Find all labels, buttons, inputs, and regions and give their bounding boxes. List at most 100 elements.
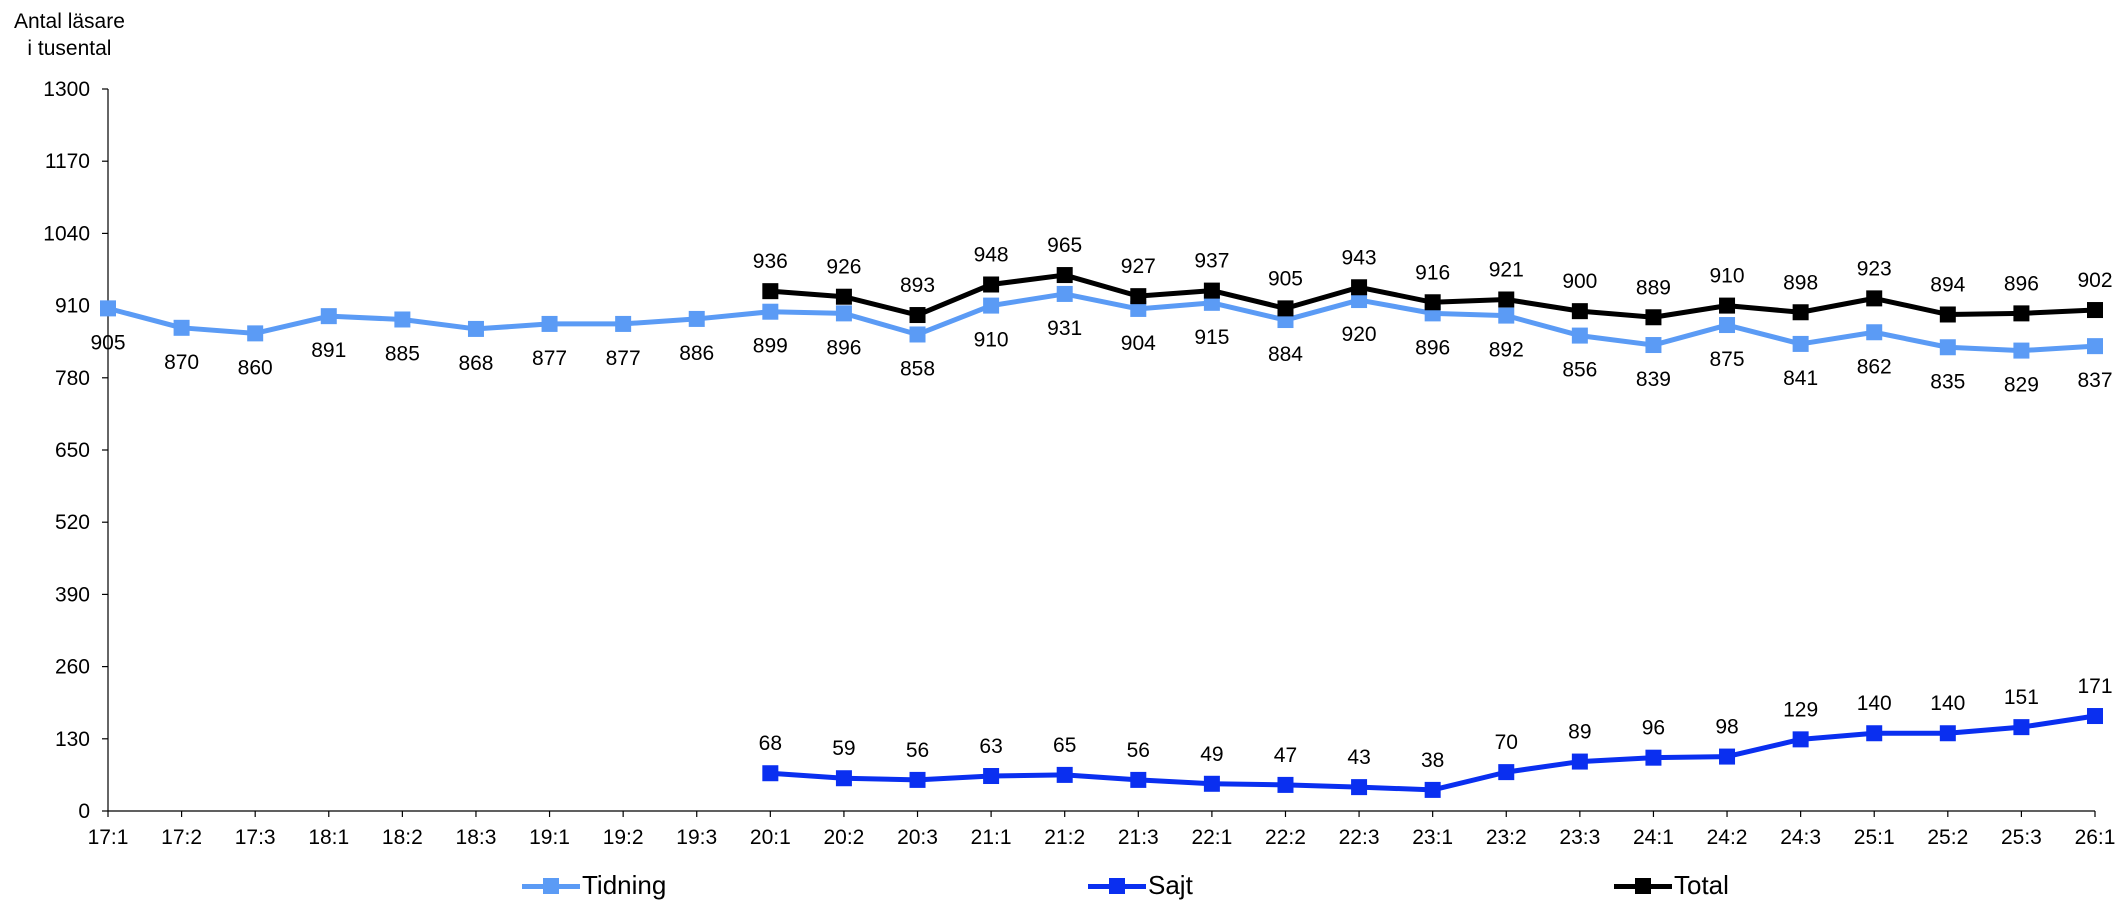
data-point-total bbox=[1939, 306, 1956, 323]
data-label-sajt: 129 bbox=[1783, 698, 1818, 721]
data-label-sajt: 43 bbox=[1347, 746, 1370, 769]
y-tick-label: 1170 bbox=[45, 150, 90, 173]
data-label-sajt: 89 bbox=[1568, 721, 1591, 744]
legend-label-sajt: Sajt bbox=[1148, 870, 1193, 900]
data-label-tidning: 904 bbox=[1121, 332, 1156, 355]
data-label-total: 910 bbox=[1710, 265, 1745, 288]
data-point-total bbox=[1203, 282, 1220, 299]
x-tick-label: 24:1 bbox=[1633, 826, 1674, 849]
data-label-total: 943 bbox=[1342, 246, 1377, 269]
data-label-total: 965 bbox=[1047, 234, 1082, 257]
series-total: 936 926 893 948 965 927 937 905 943 916 921 900 889 9… bbox=[753, 234, 2113, 326]
x-tick-label: 21:2 bbox=[1044, 826, 1085, 849]
data-label-total: 905 bbox=[1268, 267, 1303, 290]
data-point-sajt bbox=[1866, 725, 1883, 742]
data-label-sajt: 63 bbox=[979, 735, 1002, 758]
y-tick-label: 520 bbox=[55, 511, 90, 534]
data-point-sajt bbox=[1203, 775, 1220, 792]
y-tick-label: 1300 bbox=[43, 78, 90, 101]
series-line-tidning bbox=[107, 291, 2096, 354]
data-point-tidning bbox=[983, 297, 1000, 314]
data-point-tidning bbox=[247, 325, 264, 342]
x-tick-label: 20:2 bbox=[823, 826, 864, 849]
data-label-total: 923 bbox=[1857, 257, 1892, 280]
data-label-sajt: 47 bbox=[1274, 744, 1297, 767]
x-tick-label: 19:3 bbox=[676, 826, 717, 849]
data-point-sajt bbox=[1792, 731, 1809, 748]
data-label-tidning: 862 bbox=[1857, 355, 1892, 378]
data-label-total: 900 bbox=[1562, 270, 1597, 293]
series-tidning: 905 870 860 891 885 868 877 877 886 899 896 858 910 9… bbox=[90, 285, 2113, 397]
data-label-tidning: 884 bbox=[1268, 343, 1303, 366]
data-point-tidning bbox=[688, 310, 705, 327]
y-tick-label: 910 bbox=[55, 295, 90, 318]
data-point-tidning bbox=[173, 319, 190, 336]
legend-swatch-sajt bbox=[1088, 873, 1146, 899]
data-point-tidning bbox=[1792, 335, 1809, 352]
y-tick-label: 130 bbox=[55, 728, 90, 751]
data-point-total bbox=[1130, 288, 1147, 305]
data-label-tidning: 860 bbox=[238, 356, 273, 379]
data-label-sajt: 59 bbox=[832, 737, 855, 760]
data-point-tidning bbox=[1498, 307, 1515, 324]
data-label-tidning: 837 bbox=[2077, 369, 2112, 392]
y-tick-label: 390 bbox=[55, 583, 90, 606]
data-point-tidning bbox=[1719, 317, 1736, 334]
data-label-tidning: 875 bbox=[1710, 348, 1745, 371]
x-tick-label: 21:1 bbox=[971, 826, 1012, 849]
x-tick-label: 25:2 bbox=[1927, 826, 1968, 849]
legend-item-tidning: Tidning bbox=[522, 870, 666, 901]
data-point-tidning bbox=[100, 300, 116, 317]
data-point-sajt bbox=[1719, 748, 1736, 765]
data-label-sajt: 151 bbox=[2004, 686, 2039, 709]
data-point-tidning bbox=[835, 305, 852, 322]
x-tick-label: 25:3 bbox=[2001, 826, 2042, 849]
y-axis-title-line-1: Antal läsare bbox=[14, 10, 125, 33]
y-tick-label: 0 bbox=[78, 800, 90, 823]
data-label-tidning: 896 bbox=[1415, 336, 1450, 359]
axes: 0 130 260 390 520 650 780 910 1040 1170 1300 17:1 17… bbox=[43, 78, 2115, 849]
data-point-total bbox=[1719, 297, 1736, 314]
data-point-sajt bbox=[1277, 776, 1294, 793]
data-point-total bbox=[762, 283, 779, 300]
data-label-total: 916 bbox=[1415, 261, 1450, 284]
data-point-total bbox=[1571, 303, 1588, 320]
data-label-tidning: 931 bbox=[1047, 317, 1082, 340]
x-tick-label: 23:2 bbox=[1486, 826, 1527, 849]
line-chart: 0 130 260 390 520 650 780 910 1040 1170 1300 17:1 17… bbox=[43, 78, 2115, 849]
legend-swatch-tidning bbox=[522, 873, 580, 899]
data-label-sajt: 98 bbox=[1715, 716, 1738, 739]
x-tick-label: 18:3 bbox=[456, 826, 497, 849]
data-point-sajt bbox=[1939, 725, 1956, 742]
data-point-tidning bbox=[1056, 285, 1073, 302]
data-point-sajt bbox=[2013, 719, 2030, 736]
data-point-tidning bbox=[2087, 338, 2103, 355]
data-label-tidning: 870 bbox=[164, 351, 199, 374]
legend-label-total: Total bbox=[1674, 870, 1729, 900]
data-point-tidning bbox=[1130, 300, 1147, 317]
data-point-tidning bbox=[467, 320, 484, 337]
data-point-total bbox=[2013, 305, 2030, 322]
data-label-tidning: 877 bbox=[606, 347, 641, 370]
x-tick-label: 24:3 bbox=[1780, 826, 1821, 849]
data-point-tidning bbox=[1571, 327, 1588, 344]
data-point-tidning bbox=[615, 315, 632, 332]
y-tick-label: 1040 bbox=[43, 222, 90, 245]
data-point-tidning bbox=[1351, 292, 1368, 309]
x-tick-label: 18:2 bbox=[382, 826, 423, 849]
legend-item-sajt: Sajt bbox=[1088, 870, 1193, 901]
data-label-tidning: 920 bbox=[1342, 323, 1377, 346]
data-point-total bbox=[1792, 304, 1809, 321]
y-tick-label: 650 bbox=[55, 439, 90, 462]
x-tick-label: 18:1 bbox=[308, 826, 349, 849]
data-label-sajt: 70 bbox=[1495, 731, 1518, 754]
data-label-total: 937 bbox=[1194, 250, 1229, 273]
data-label-sajt: 65 bbox=[1053, 734, 1076, 757]
data-label-sajt: 140 bbox=[1930, 692, 1965, 715]
data-label-total: 948 bbox=[974, 243, 1009, 266]
x-tick-label: 23:3 bbox=[1559, 826, 1600, 849]
data-point-sajt bbox=[835, 770, 852, 787]
x-tick-label: 19:1 bbox=[529, 826, 570, 849]
data-label-tidning: 856 bbox=[1562, 359, 1597, 382]
data-label-total: 889 bbox=[1636, 276, 1671, 299]
